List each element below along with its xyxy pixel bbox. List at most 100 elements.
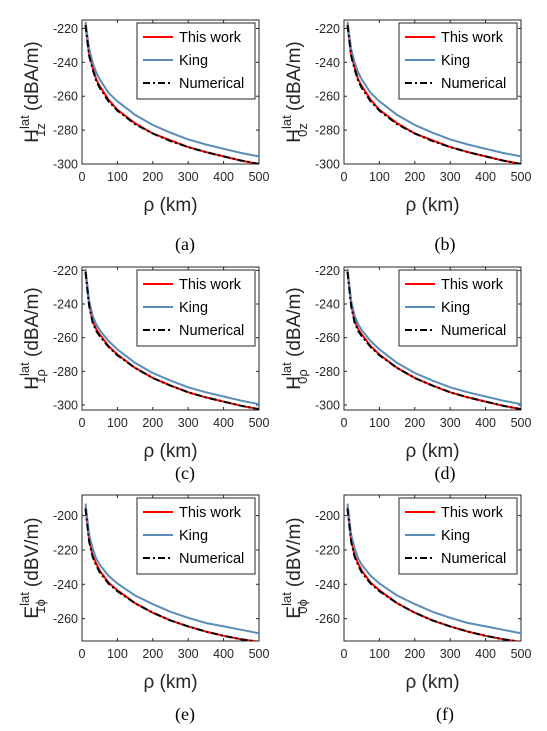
x-tick-label: 200 (142, 170, 163, 184)
x-axis-label: ρ (km) (405, 672, 459, 693)
panel-caption: (d) (435, 463, 456, 484)
x-tick-label: 100 (107, 647, 128, 661)
y-tick-label: -300 (315, 398, 340, 412)
legend-label: King (179, 53, 208, 69)
y-axis-label: Hlat1z (dBA/m) (17, 41, 48, 142)
legend-label: This work (179, 505, 242, 521)
y-tick-label: -240 (315, 578, 340, 592)
series-line-king (346, 268, 521, 406)
y-axis-label: Hlat0ρ (dBA/m) (279, 287, 310, 389)
legend: This work King Numerical (136, 497, 256, 575)
x-tick-label: 400 (475, 647, 496, 661)
x-tick-label: 300 (178, 170, 199, 184)
x-tick-label: 0 (341, 170, 348, 184)
legend-label: Numerical (441, 323, 506, 339)
series-line-king (84, 503, 259, 635)
panel-caption: (c) (175, 463, 195, 484)
x-tick-label: 200 (142, 647, 163, 661)
legend-label: King (441, 300, 470, 316)
y-tick-label: -260 (53, 90, 78, 104)
y-label-sub: 1ρ (33, 369, 48, 384)
y-label-sup: lat (17, 362, 32, 376)
x-tick-label: 500 (511, 416, 532, 430)
y-label-sup: lat (279, 362, 294, 376)
legend-label: King (179, 528, 208, 544)
y-label-unit: (dBA/m) (22, 41, 43, 111)
legend: This work King Numerical (398, 269, 518, 347)
legend-box (398, 22, 518, 100)
x-axis-label: ρ (km) (405, 195, 459, 216)
legend-label: King (179, 300, 208, 316)
legend-label: King (441, 53, 470, 69)
x-tick-label: 500 (249, 170, 270, 184)
legend: This work King Numerical (136, 269, 256, 347)
legend: This work King Numerical (398, 497, 518, 575)
y-label-sub: 0z (295, 123, 310, 137)
x-tick-label: 300 (440, 416, 461, 430)
series-line-this-work (84, 270, 259, 410)
y-label-sup: lat (279, 115, 294, 129)
y-tick-label: -260 (315, 612, 340, 626)
x-tick-label: 400 (213, 416, 234, 430)
y-label-main: H (22, 376, 43, 390)
legend-label: This work (179, 277, 242, 293)
x-tick-label: 500 (511, 170, 532, 184)
x-tick-label: 300 (178, 416, 199, 430)
panel-1: 0 100 200 300 400 500 -220 -240 -260 -280 -300 This… (17, 19, 270, 255)
series-line-numerical (346, 508, 521, 641)
y-label-unit: (dBA/m) (22, 287, 43, 357)
x-tick-label: 400 (475, 170, 496, 184)
y-tick-label: -220 (53, 543, 78, 557)
y-label-main: H (22, 129, 43, 143)
y-label-unit: (dBA/m) (284, 41, 305, 111)
x-tick-label: 0 (341, 416, 348, 430)
y-tick-label: -260 (315, 331, 340, 345)
y-tick-label: -280 (315, 124, 340, 138)
series-line-king (346, 21, 521, 158)
x-tick-label: 200 (142, 416, 163, 430)
legend-label: This work (441, 30, 504, 46)
panel-6: 0 100 200 300 400 500 -200 -220 -240 -260 This wor… (279, 494, 531, 725)
panel-caption: (f) (436, 704, 454, 725)
y-label-sup: lat (17, 592, 32, 606)
y-label-main: H (284, 376, 305, 390)
y-tick-label: -220 (315, 543, 340, 557)
y-axis-label: Hlat1ρ (dBA/m) (17, 287, 48, 389)
x-tick-label: 0 (79, 647, 86, 661)
x-tick-label: 400 (213, 647, 234, 661)
series-line-king (84, 268, 259, 406)
panel-5: 0 100 200 300 400 500 -200 -220 -240 -260 This wor… (17, 494, 270, 725)
panel-caption: (a) (175, 234, 195, 255)
x-tick-label: 400 (213, 170, 234, 184)
y-label-main: H (284, 129, 305, 143)
y-label-sub: 1ϕ (33, 599, 48, 614)
y-tick-label: -240 (53, 298, 78, 312)
y-label-sub: 1z (33, 123, 48, 137)
x-tick-label: 100 (107, 170, 128, 184)
y-tick-label: -220 (315, 264, 340, 278)
series-line-numerical (84, 24, 259, 164)
y-tick-label: -280 (53, 124, 78, 138)
legend-label: Numerical (441, 76, 506, 92)
series-line-numerical (84, 508, 259, 641)
y-tick-label: -260 (53, 612, 78, 626)
legend-label: Numerical (179, 323, 244, 339)
y-label-sup: lat (279, 592, 294, 606)
legend-label: Numerical (179, 76, 244, 92)
x-tick-label: 0 (341, 647, 348, 661)
x-tick-label: 200 (404, 170, 425, 184)
x-axis-label: ρ (km) (143, 441, 197, 462)
x-tick-label: 500 (249, 416, 270, 430)
x-axis-label: ρ (km) (405, 441, 459, 462)
y-axis-label: Elat0ϕ (dBV/m) (279, 517, 310, 618)
panel-caption: (e) (175, 704, 195, 725)
y-tick-label: -220 (53, 264, 78, 278)
legend: This work King Numerical (398, 22, 518, 100)
x-axis-label: ρ (km) (143, 195, 197, 216)
y-label-unit: (dBV/m) (22, 517, 43, 587)
y-tick-label: -300 (53, 398, 78, 412)
y-label-sup: lat (17, 115, 32, 129)
x-tick-label: 500 (249, 647, 270, 661)
y-label-sub: 0ϕ (295, 599, 310, 614)
